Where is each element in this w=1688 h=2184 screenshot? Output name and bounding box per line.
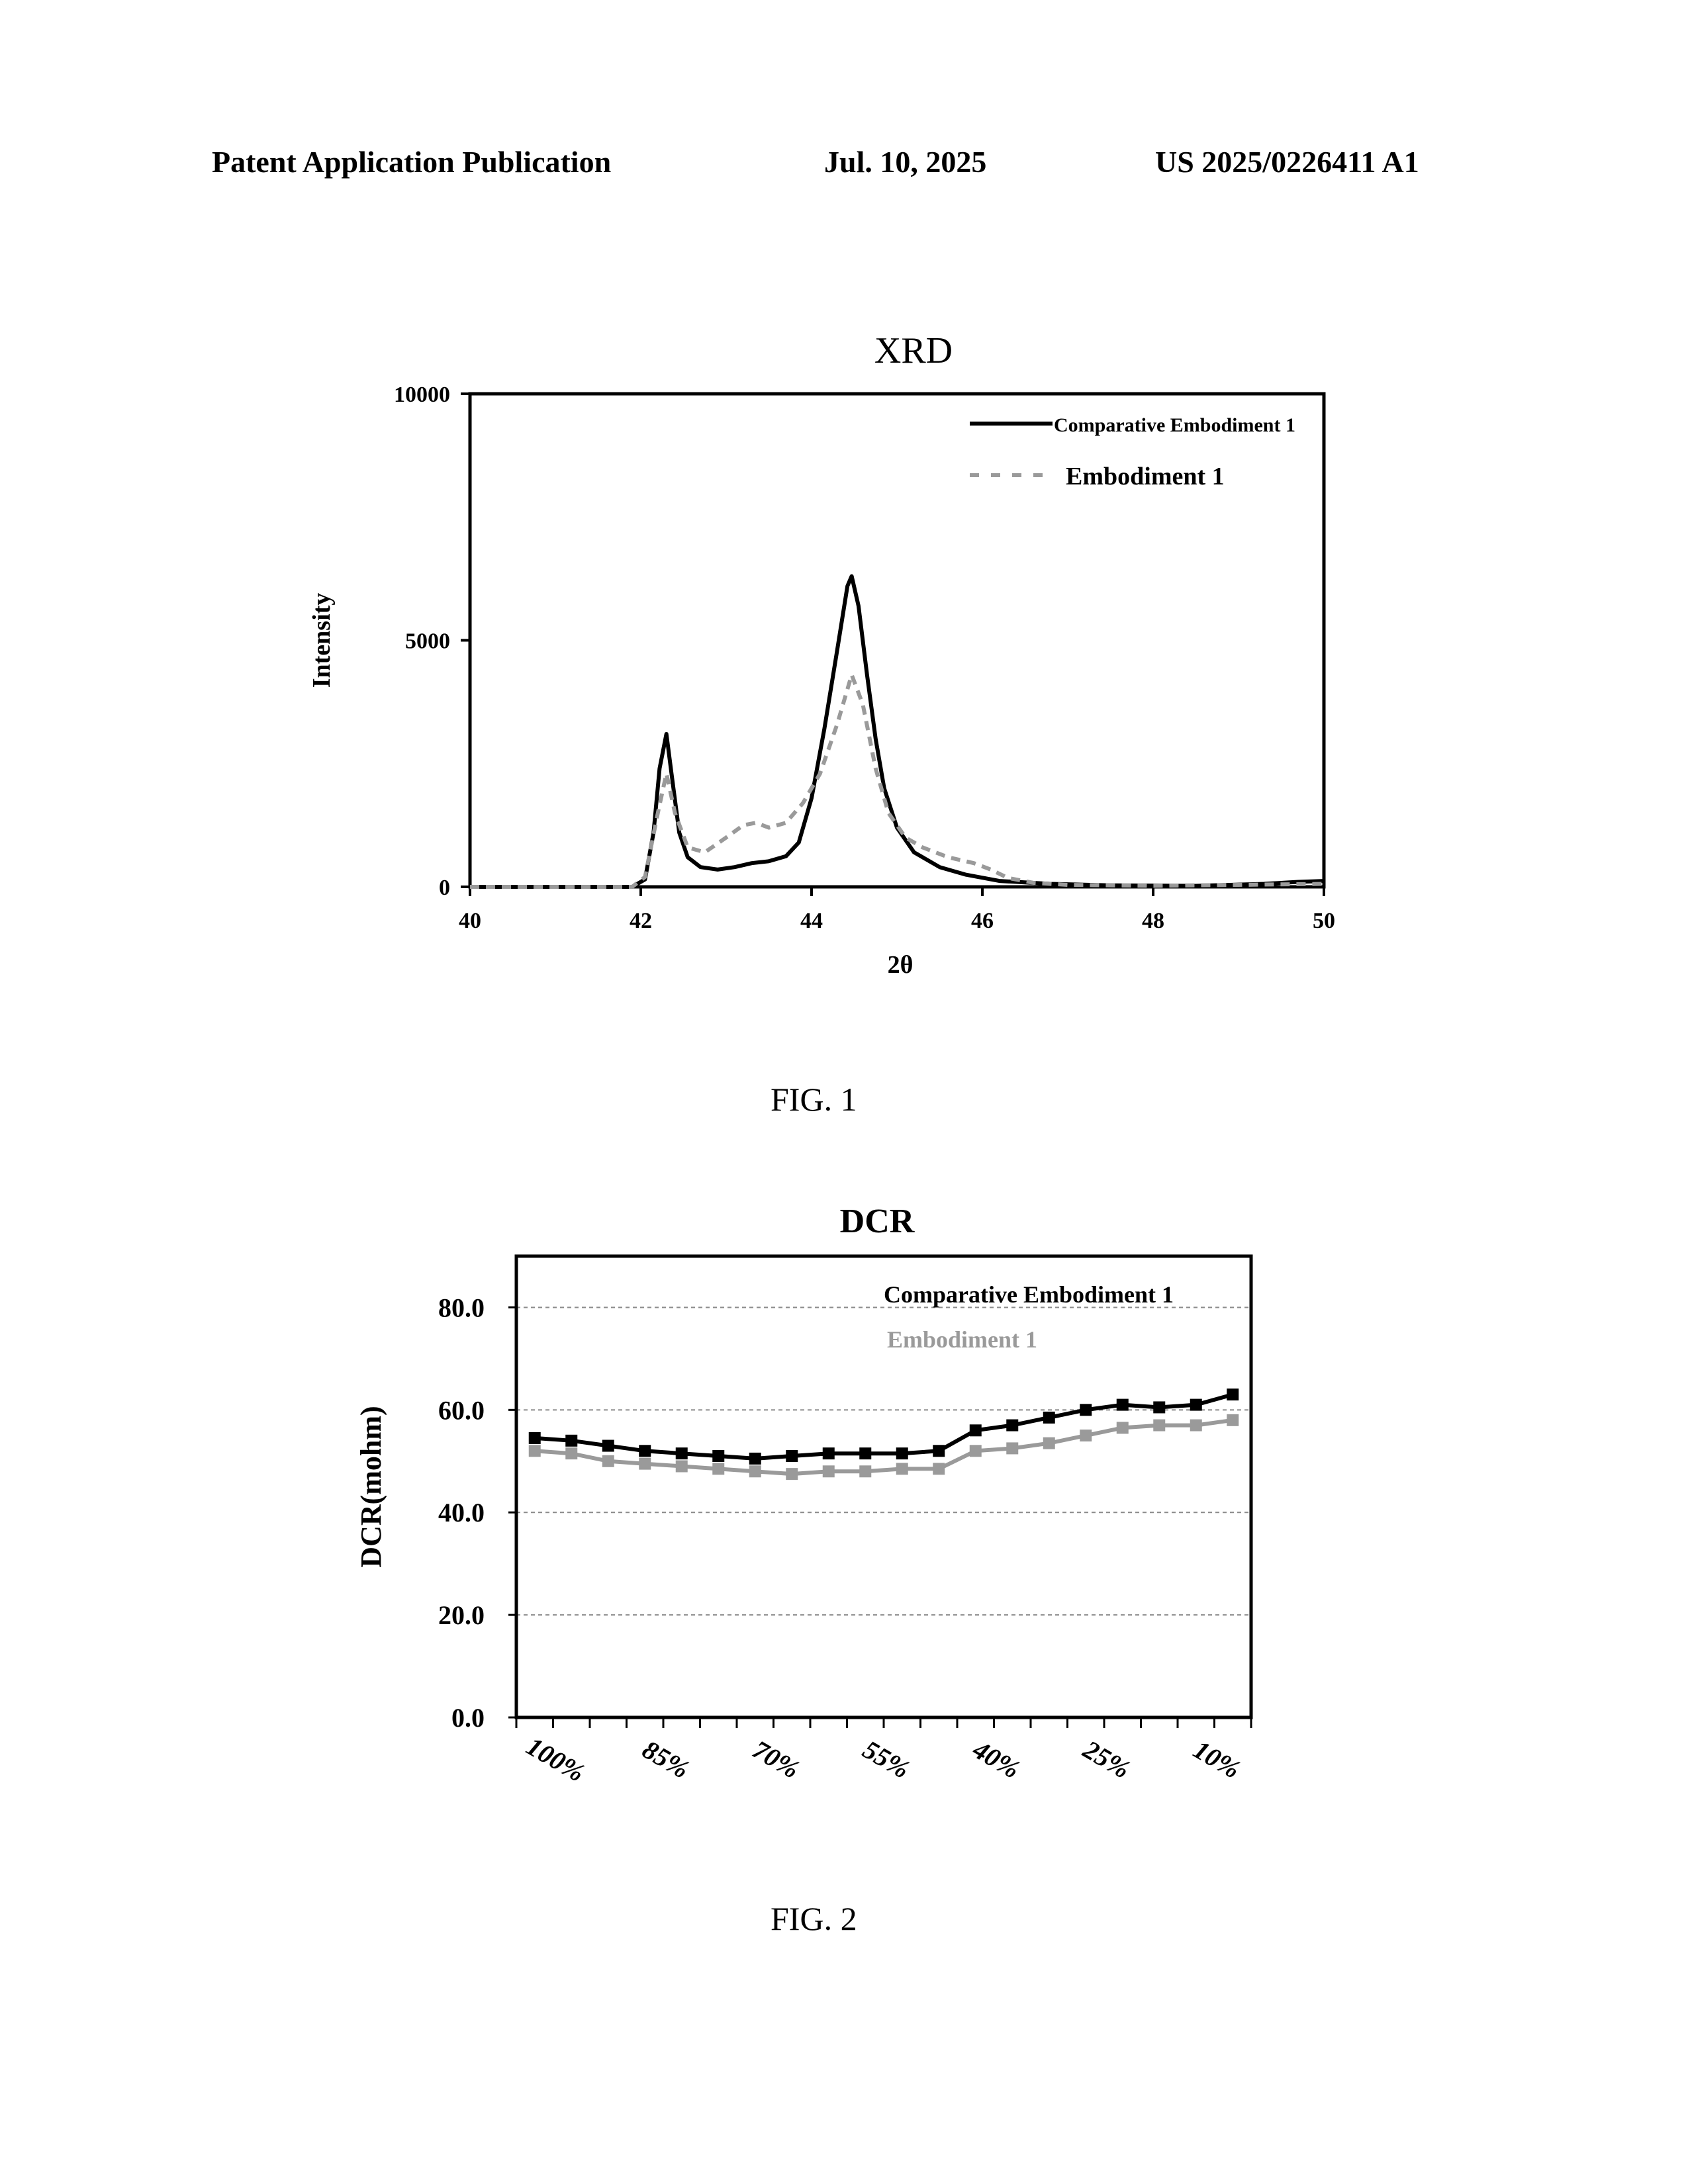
dcr-point-comparative-embodiment-1 (749, 1452, 761, 1465)
dcr-y-tick-label: 60.0 (438, 1395, 485, 1425)
dcr-point-comparative-embodiment-1 (712, 1450, 725, 1463)
dcr-point-comparative-embodiment-1 (969, 1424, 982, 1437)
dcr-point-comparative-embodiment-1 (528, 1432, 541, 1444)
xrd-series-embodiment-1 (470, 672, 1325, 889)
dcr-point-comparative-embodiment-1 (1190, 1398, 1202, 1411)
dcr-point-embodiment-1 (1080, 1430, 1092, 1442)
dcr-point-comparative-embodiment-1 (639, 1445, 651, 1457)
dcr-point-embodiment-1 (749, 1465, 761, 1478)
dcr-y-tick-label: 40.0 (438, 1498, 485, 1527)
dcr-point-comparative-embodiment-1 (1153, 1401, 1166, 1414)
dcr-point-embodiment-1 (528, 1445, 541, 1457)
dcr-point-comparative-embodiment-1 (1116, 1398, 1129, 1411)
xrd-series-comparative-embodiment-1 (470, 574, 1325, 889)
dcr-x-tick-label: 25% (1078, 1734, 1135, 1784)
dcr-y-tick-label: 0.0 (451, 1703, 485, 1733)
header-patent-number: US 2025/0226411 A1 (1155, 145, 1419, 179)
dcr-point-comparative-embodiment-1 (786, 1450, 798, 1463)
dcr-point-embodiment-1 (639, 1457, 651, 1470)
dcr-point-embodiment-1 (933, 1463, 945, 1475)
dcr-point-comparative-embodiment-1 (1006, 1419, 1019, 1432)
dcr-plot-frame (514, 1254, 1253, 1719)
dcr-series-comparative-embodiment-1 (534, 1392, 1234, 1461)
xrd-legend-label-embodiment: Embodiment 1 (1066, 463, 1225, 490)
dcr-legend-label-comparative: Comparative Embodiment 1 (884, 1281, 1174, 1308)
dcr-point-comparative-embodiment-1 (859, 1447, 872, 1460)
dcr-point-embodiment-1 (896, 1463, 908, 1475)
dcr-point-comparative-embodiment-1 (565, 1434, 578, 1447)
xrd-x-tick-label: 42 (630, 909, 652, 933)
xrd-legend-label-comparative: Comparative Embodiment 1 (1054, 414, 1295, 436)
dcr-point-comparative-embodiment-1 (822, 1447, 835, 1460)
dcr-x-tick-label: 70% (747, 1734, 804, 1784)
dcr-point-embodiment-1 (602, 1455, 614, 1467)
dcr-point-embodiment-1 (1190, 1419, 1202, 1432)
dcr-x-tick-label: 10% (1188, 1734, 1245, 1784)
dcr-y-axis-label: DCR(mohm) (355, 1406, 387, 1567)
figure-1-caption: FIG. 1 (771, 1081, 857, 1118)
xrd-y-axis-label: Intensity (308, 593, 336, 688)
header-date: Jul. 10, 2025 (824, 145, 987, 179)
xrd-y-tick-label: 0 (439, 876, 450, 900)
xrd-x-tick-label: 44 (800, 909, 823, 933)
xrd-x-axis-label: 2θ (888, 951, 914, 979)
xrd-x-tick-label: 50 (1313, 909, 1335, 933)
dcr-point-comparative-embodiment-1 (1080, 1404, 1092, 1416)
xrd-y-tick-label: 5000 (405, 629, 450, 654)
dcr-x-tick-label: 85% (637, 1734, 694, 1784)
dcr-point-embodiment-1 (675, 1460, 688, 1473)
dcr-point-embodiment-1 (712, 1463, 725, 1475)
xrd-x-tick-label: 40 (459, 909, 481, 933)
dcr-point-comparative-embodiment-1 (1227, 1388, 1239, 1401)
dcr-series-embodiment-1 (534, 1418, 1233, 1477)
dcr-point-embodiment-1 (969, 1445, 982, 1457)
dcr-point-comparative-embodiment-1 (933, 1445, 945, 1457)
dcr-point-embodiment-1 (786, 1468, 798, 1480)
dcr-y-tick-label: 20.0 (438, 1600, 485, 1630)
dcr-y-tick-label: 80.0 (438, 1293, 485, 1322)
dcr-x-tick-label: 100% (522, 1731, 590, 1788)
dcr-point-embodiment-1 (822, 1465, 835, 1478)
figure-2-caption: FIG. 2 (771, 1900, 857, 1937)
xrd-chart: XRD 0 5000 10000 40 42 44 46 48 50 2θ Intensity Comp… (308, 330, 1335, 979)
dcr-x-tick-label: 40% (968, 1734, 1025, 1784)
xrd-title: XRD (874, 330, 953, 371)
dcr-point-comparative-embodiment-1 (1043, 1411, 1055, 1424)
dcr-point-comparative-embodiment-1 (675, 1447, 688, 1460)
dcr-point-embodiment-1 (859, 1465, 872, 1478)
dcr-point-embodiment-1 (1043, 1437, 1055, 1449)
xrd-x-tick-label: 48 (1142, 909, 1164, 933)
dcr-point-embodiment-1 (1116, 1422, 1129, 1434)
dcr-point-embodiment-1 (565, 1447, 578, 1460)
xrd-x-tick-label: 46 (971, 909, 994, 933)
dcr-point-comparative-embodiment-1 (602, 1439, 614, 1452)
dcr-point-embodiment-1 (1006, 1442, 1019, 1455)
dcr-title: DCR (840, 1203, 915, 1240)
dcr-x-tick-label: 55% (858, 1734, 915, 1784)
dcr-point-embodiment-1 (1153, 1419, 1166, 1432)
xrd-y-tick-label: 10000 (394, 383, 450, 407)
dcr-point-comparative-embodiment-1 (896, 1447, 908, 1460)
header-publication-label: Patent Application Publication (212, 145, 612, 179)
dcr-point-embodiment-1 (1227, 1414, 1239, 1426)
dcr-legend-label-embodiment: Embodiment 1 (887, 1326, 1037, 1353)
